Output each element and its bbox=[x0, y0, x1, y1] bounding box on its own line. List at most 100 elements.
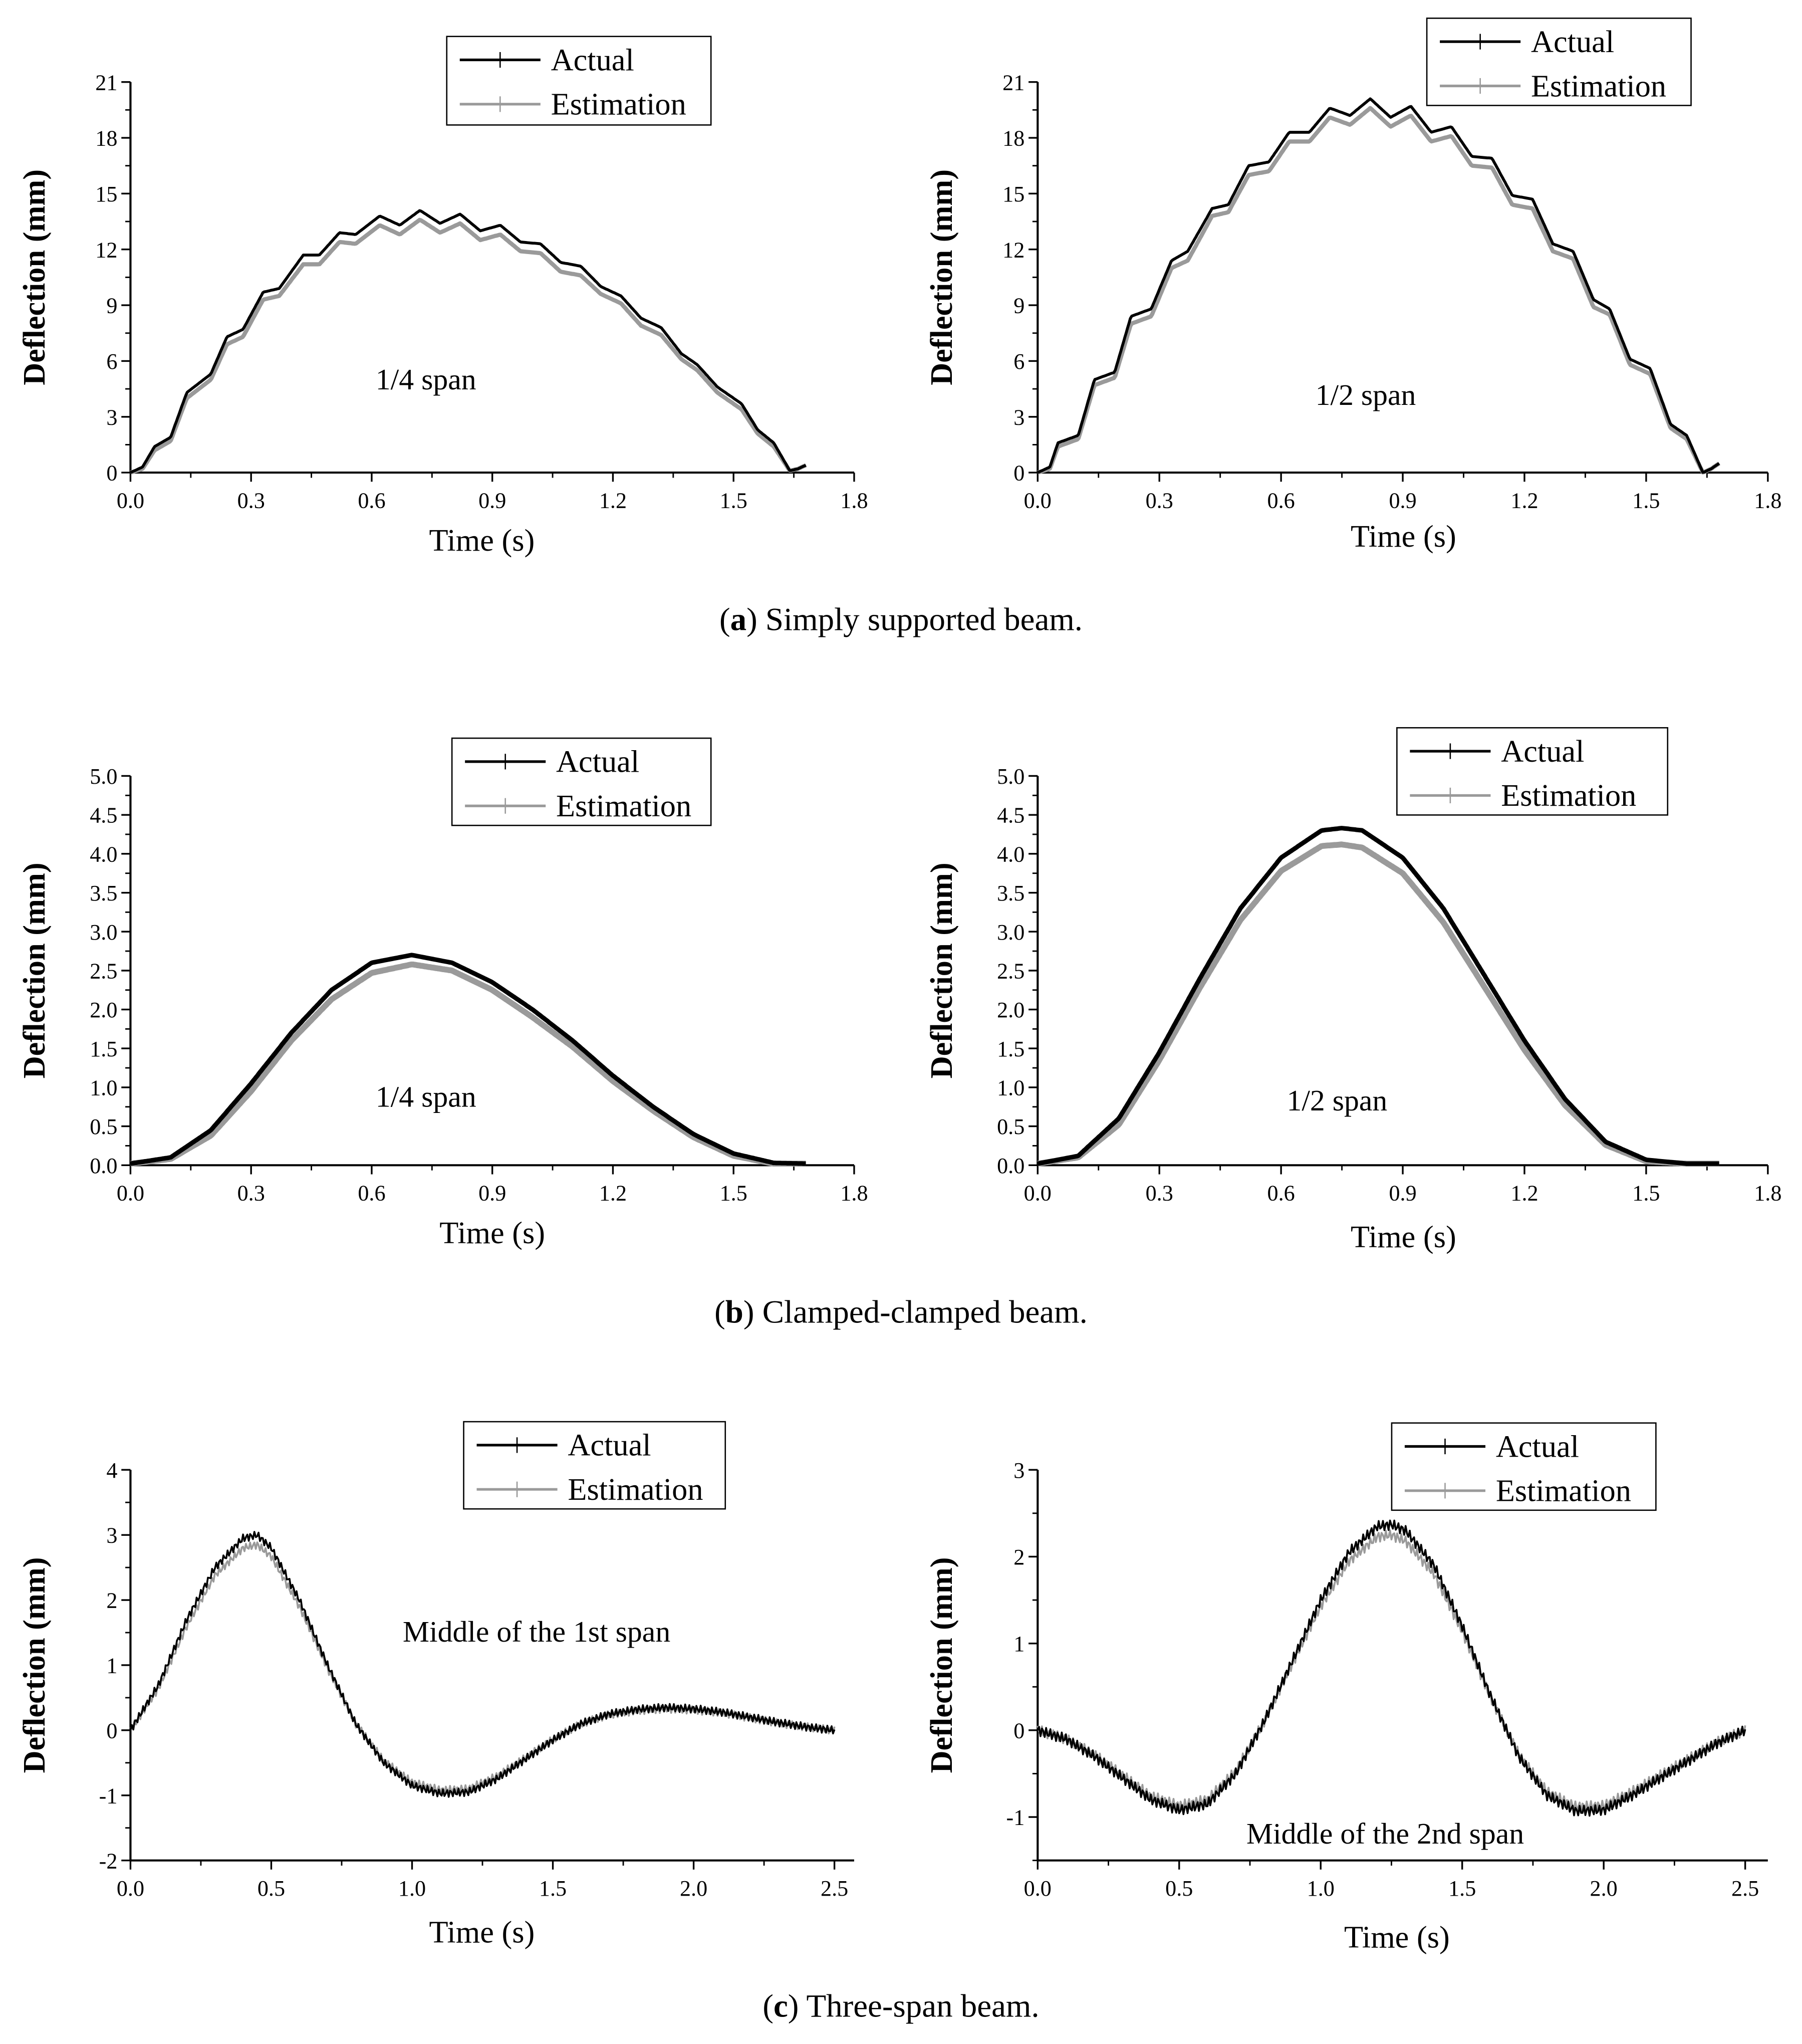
legend-label-estimation: Estimation bbox=[551, 87, 686, 122]
x-tick-label: 0.3 bbox=[1146, 488, 1173, 513]
y-tick-label: 1 bbox=[1013, 1632, 1024, 1656]
x-tick-label: 1.0 bbox=[398, 1876, 426, 1901]
y-tick-label: 0.0 bbox=[90, 1154, 117, 1178]
x-tick-label: 1.8 bbox=[840, 488, 868, 513]
y-tick-label: 0 bbox=[106, 461, 117, 486]
series-actual bbox=[1037, 1519, 1746, 1817]
x-tick-label: 1.2 bbox=[599, 1181, 627, 1205]
legend-box bbox=[1426, 18, 1692, 106]
y-tick-label: 3 bbox=[106, 1523, 117, 1548]
y-tick-label: -1 bbox=[1006, 1805, 1025, 1830]
chart-a-quarter: 0.0 0.3 0.6 0.9 1.2 1.5 1.8 0 3 6 9 12 15 18 21 Time (s… bbox=[17, 36, 868, 558]
y-tick-label: 2 bbox=[1013, 1545, 1024, 1569]
legend-label-estimation: Estimation bbox=[1496, 1474, 1631, 1508]
x-tick-label: 2.5 bbox=[821, 1876, 848, 1901]
x-tick-label: 0.9 bbox=[1389, 1181, 1416, 1205]
caption-c: (c) Three-span beam. bbox=[762, 1988, 1039, 2024]
y-tick-label: 2.0 bbox=[90, 998, 117, 1022]
x-tick-label: 2.0 bbox=[680, 1876, 707, 1901]
x-tick-label: 0.3 bbox=[237, 488, 265, 513]
chart-a-half: 0.0 0.3 0.6 0.9 1.2 1.5 1.8 0 3 6 9 12 15 18 21 Time (s… bbox=[924, 18, 1781, 554]
chart-b-quarter: 0.0 0.3 0.6 0.9 1.2 1.5 1.8 0.0 0.5 1.0 1.5 2.0 2.5 3… bbox=[17, 737, 868, 1250]
y-tick-label: 1.0 bbox=[90, 1076, 117, 1100]
y-tick-label: 3.5 bbox=[997, 881, 1024, 905]
x-axis-title: Time (s) bbox=[1351, 1220, 1456, 1254]
x-tick-label: 0.0 bbox=[1024, 488, 1052, 513]
caption-b: (b) Clamped-clamped beam. bbox=[714, 1294, 1088, 1330]
x-tick-label: 2.5 bbox=[1731, 1876, 1759, 1901]
y-tick-label: -2 bbox=[99, 1849, 118, 1873]
y-tick-label: 0 bbox=[1013, 1718, 1024, 1743]
y-tick-label: 4.5 bbox=[90, 803, 117, 828]
y-tick-label: 0.5 bbox=[997, 1114, 1024, 1139]
x-tick-label: 0.9 bbox=[1389, 488, 1416, 513]
x-tick-label: 1.5 bbox=[539, 1876, 567, 1901]
legend-label-estimation: Estimation bbox=[568, 1472, 703, 1507]
x-tick-label: 0.0 bbox=[117, 1181, 144, 1205]
x-tick-label: 1.8 bbox=[840, 1181, 868, 1205]
span-annotation: Middle of the 2nd span bbox=[1246, 1817, 1524, 1850]
series-actual bbox=[130, 209, 807, 474]
y-tick-label: 0.5 bbox=[90, 1114, 117, 1139]
legend-label-actual: Actual bbox=[1501, 734, 1584, 769]
y-tick-label: 4.0 bbox=[997, 842, 1024, 866]
y-tick-label: 21 bbox=[1002, 70, 1024, 95]
y-tick-label: 3.0 bbox=[90, 920, 117, 945]
series-actual bbox=[1037, 826, 1720, 1166]
y-tick-label: 1.0 bbox=[997, 1076, 1024, 1100]
y-tick-label: 1 bbox=[106, 1654, 117, 1678]
x-axis-title: Time (s) bbox=[439, 1216, 545, 1250]
x-axis-title: Time (s) bbox=[429, 523, 535, 558]
x-tick-label: 0.6 bbox=[1267, 1181, 1295, 1205]
span-annotation: Middle of the 1st span bbox=[403, 1615, 670, 1648]
x-tick-label: 1.8 bbox=[1754, 488, 1781, 513]
x-tick-label: 1.5 bbox=[720, 1181, 747, 1205]
y-tick-label: 4.0 bbox=[90, 842, 117, 866]
y-tick-label: 3 bbox=[1013, 1458, 1024, 1483]
y-tick-label: 3 bbox=[1013, 405, 1024, 429]
x-tick-label: 0.0 bbox=[117, 488, 144, 513]
x-tick-label: 0.6 bbox=[358, 488, 385, 513]
y-tick-label: -1 bbox=[99, 1783, 118, 1808]
x-tick-label: 0.9 bbox=[478, 488, 506, 513]
y-tick-label: 9 bbox=[1013, 294, 1024, 318]
legend-label-actual: Actual bbox=[556, 745, 639, 779]
series-estimation bbox=[1036, 841, 1721, 1167]
x-tick-label: 1.2 bbox=[599, 488, 627, 513]
x-axis-title: Time (s) bbox=[1351, 519, 1456, 554]
legend: Actual Estimation bbox=[1391, 1422, 1657, 1511]
y-tick-label: 12 bbox=[1002, 238, 1024, 262]
legend: Actual Estimation bbox=[1396, 727, 1669, 816]
x-tick-label: 0.6 bbox=[1267, 488, 1295, 513]
chart-c-second: 0.0 0.5 1.0 1.5 2.0 2.5 -1 0 1 2 3 Time (s) Deflecti… bbox=[924, 1422, 1768, 1955]
y-axis-title: Deflection (mm) bbox=[924, 169, 959, 385]
x-tick-label: 2.0 bbox=[1590, 1876, 1618, 1901]
y-tick-label: 3 bbox=[106, 405, 117, 429]
legend-box bbox=[1396, 727, 1669, 816]
x-tick-label: 0.6 bbox=[358, 1181, 385, 1205]
span-annotation: 1/2 span bbox=[1316, 378, 1416, 411]
y-tick-label: 3.5 bbox=[90, 881, 117, 905]
series-actual bbox=[1037, 97, 1720, 474]
x-tick-label: 0.5 bbox=[1165, 1876, 1193, 1901]
y-tick-label: 1.5 bbox=[997, 1037, 1024, 1061]
legend-label-actual: Actual bbox=[1531, 25, 1614, 59]
x-tick-label: 0.0 bbox=[1024, 1876, 1052, 1901]
series-estimation bbox=[130, 1541, 836, 1795]
x-tick-label: 1.5 bbox=[720, 488, 747, 513]
x-tick-label: 0.3 bbox=[237, 1181, 265, 1205]
series-estimation bbox=[129, 961, 808, 1167]
series-actual bbox=[129, 953, 807, 1166]
span-annotation: 1/2 span bbox=[1286, 1084, 1387, 1117]
y-tick-label: 4.5 bbox=[997, 803, 1024, 828]
y-tick-label: 4 bbox=[106, 1458, 117, 1483]
y-tick-label: 18 bbox=[1002, 126, 1024, 151]
y-tick-label: 0.0 bbox=[997, 1154, 1024, 1178]
y-tick-label: 15 bbox=[95, 182, 117, 206]
x-tick-label: 0.0 bbox=[117, 1876, 144, 1901]
y-tick-label: 6 bbox=[1013, 349, 1024, 374]
x-tick-label: 1.5 bbox=[1632, 488, 1660, 513]
x-tick-label: 1.5 bbox=[1632, 1181, 1660, 1205]
